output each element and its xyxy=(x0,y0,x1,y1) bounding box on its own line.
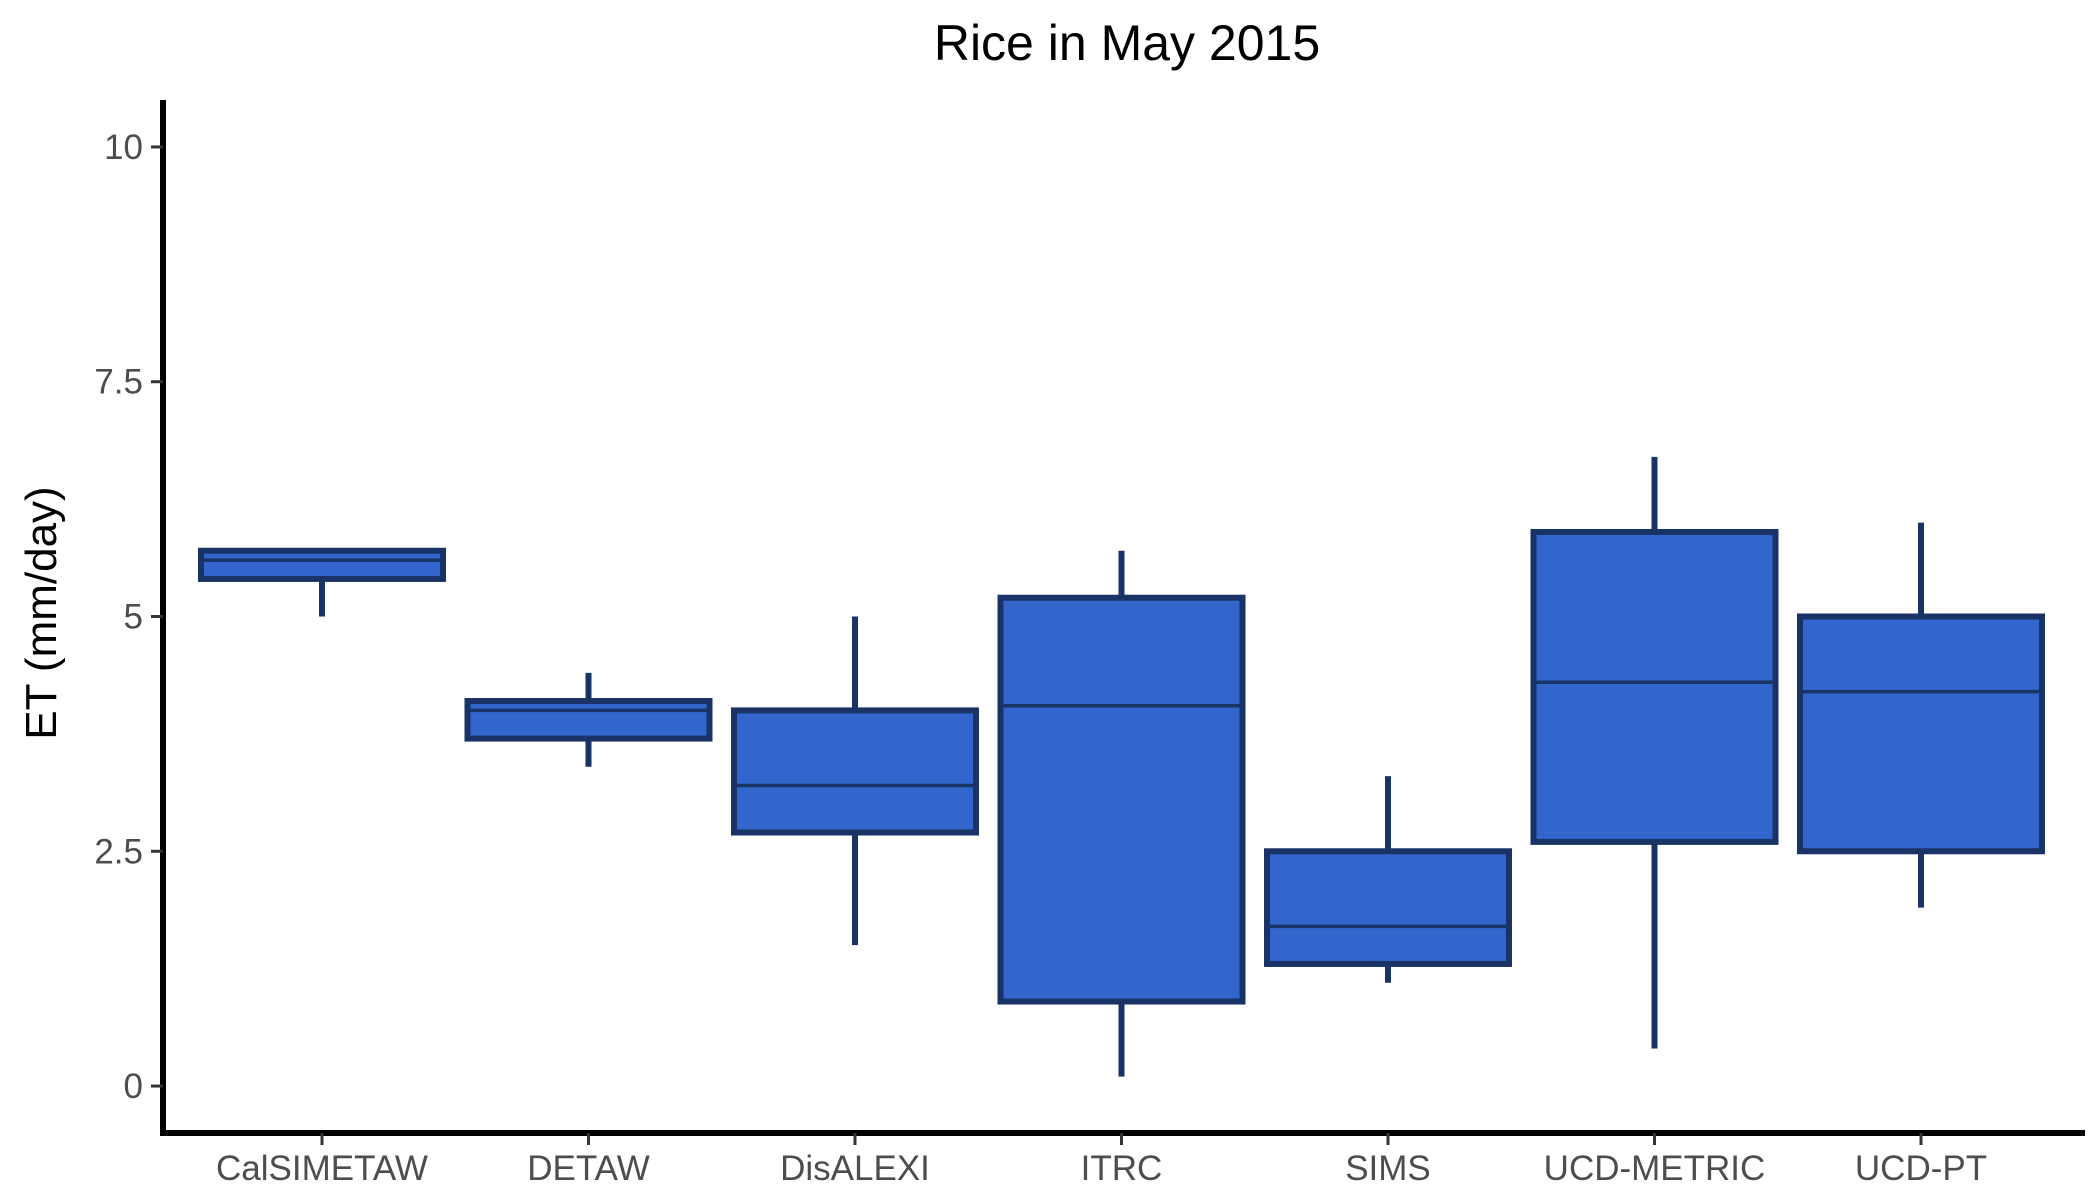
y-axis-label: ET (mm/day) xyxy=(17,486,66,739)
x-tick-label: DisALEXI xyxy=(780,1149,930,1188)
x-tick-label: UCD-PT xyxy=(1855,1149,1987,1188)
y-tick-label: 10 xyxy=(104,128,143,167)
iqr-box xyxy=(464,698,713,742)
x-tick-label: DETAW xyxy=(527,1149,649,1188)
iqr-box xyxy=(198,547,446,582)
iqr-box xyxy=(731,707,979,836)
iqr-box xyxy=(997,594,1246,1005)
y-tick-label: 2.5 xyxy=(94,832,143,871)
box-group xyxy=(198,547,446,617)
axes: 0 2.5 5 7.5 10 CalSIMETAW DETAW DisALEXI ITRC SIM… xyxy=(94,100,2085,1188)
y-tick-label: 7.5 xyxy=(94,363,143,402)
box-group xyxy=(1264,776,1512,983)
x-tick-label: UCD-METRIC xyxy=(1544,1149,1766,1188)
x-tick-label: CalSIMETAW xyxy=(216,1149,428,1188)
plot-area xyxy=(198,456,2045,1077)
iqr-box xyxy=(1264,848,1512,967)
x-tick-label: SIMS xyxy=(1345,1149,1431,1188)
y-tick-label: 0 xyxy=(124,1067,143,1106)
box-group xyxy=(997,550,1246,1077)
iqr-box xyxy=(1797,613,2045,855)
box-group xyxy=(464,672,713,767)
box-group xyxy=(1530,456,1779,1049)
y-tick-label: 5 xyxy=(124,598,143,637)
iqr-box xyxy=(1530,528,1779,845)
box-group xyxy=(731,616,979,946)
box-group xyxy=(1797,522,2045,908)
chart-title: Rice in May 2015 xyxy=(934,15,1320,71)
x-tick-label: ITRC xyxy=(1081,1149,1163,1188)
